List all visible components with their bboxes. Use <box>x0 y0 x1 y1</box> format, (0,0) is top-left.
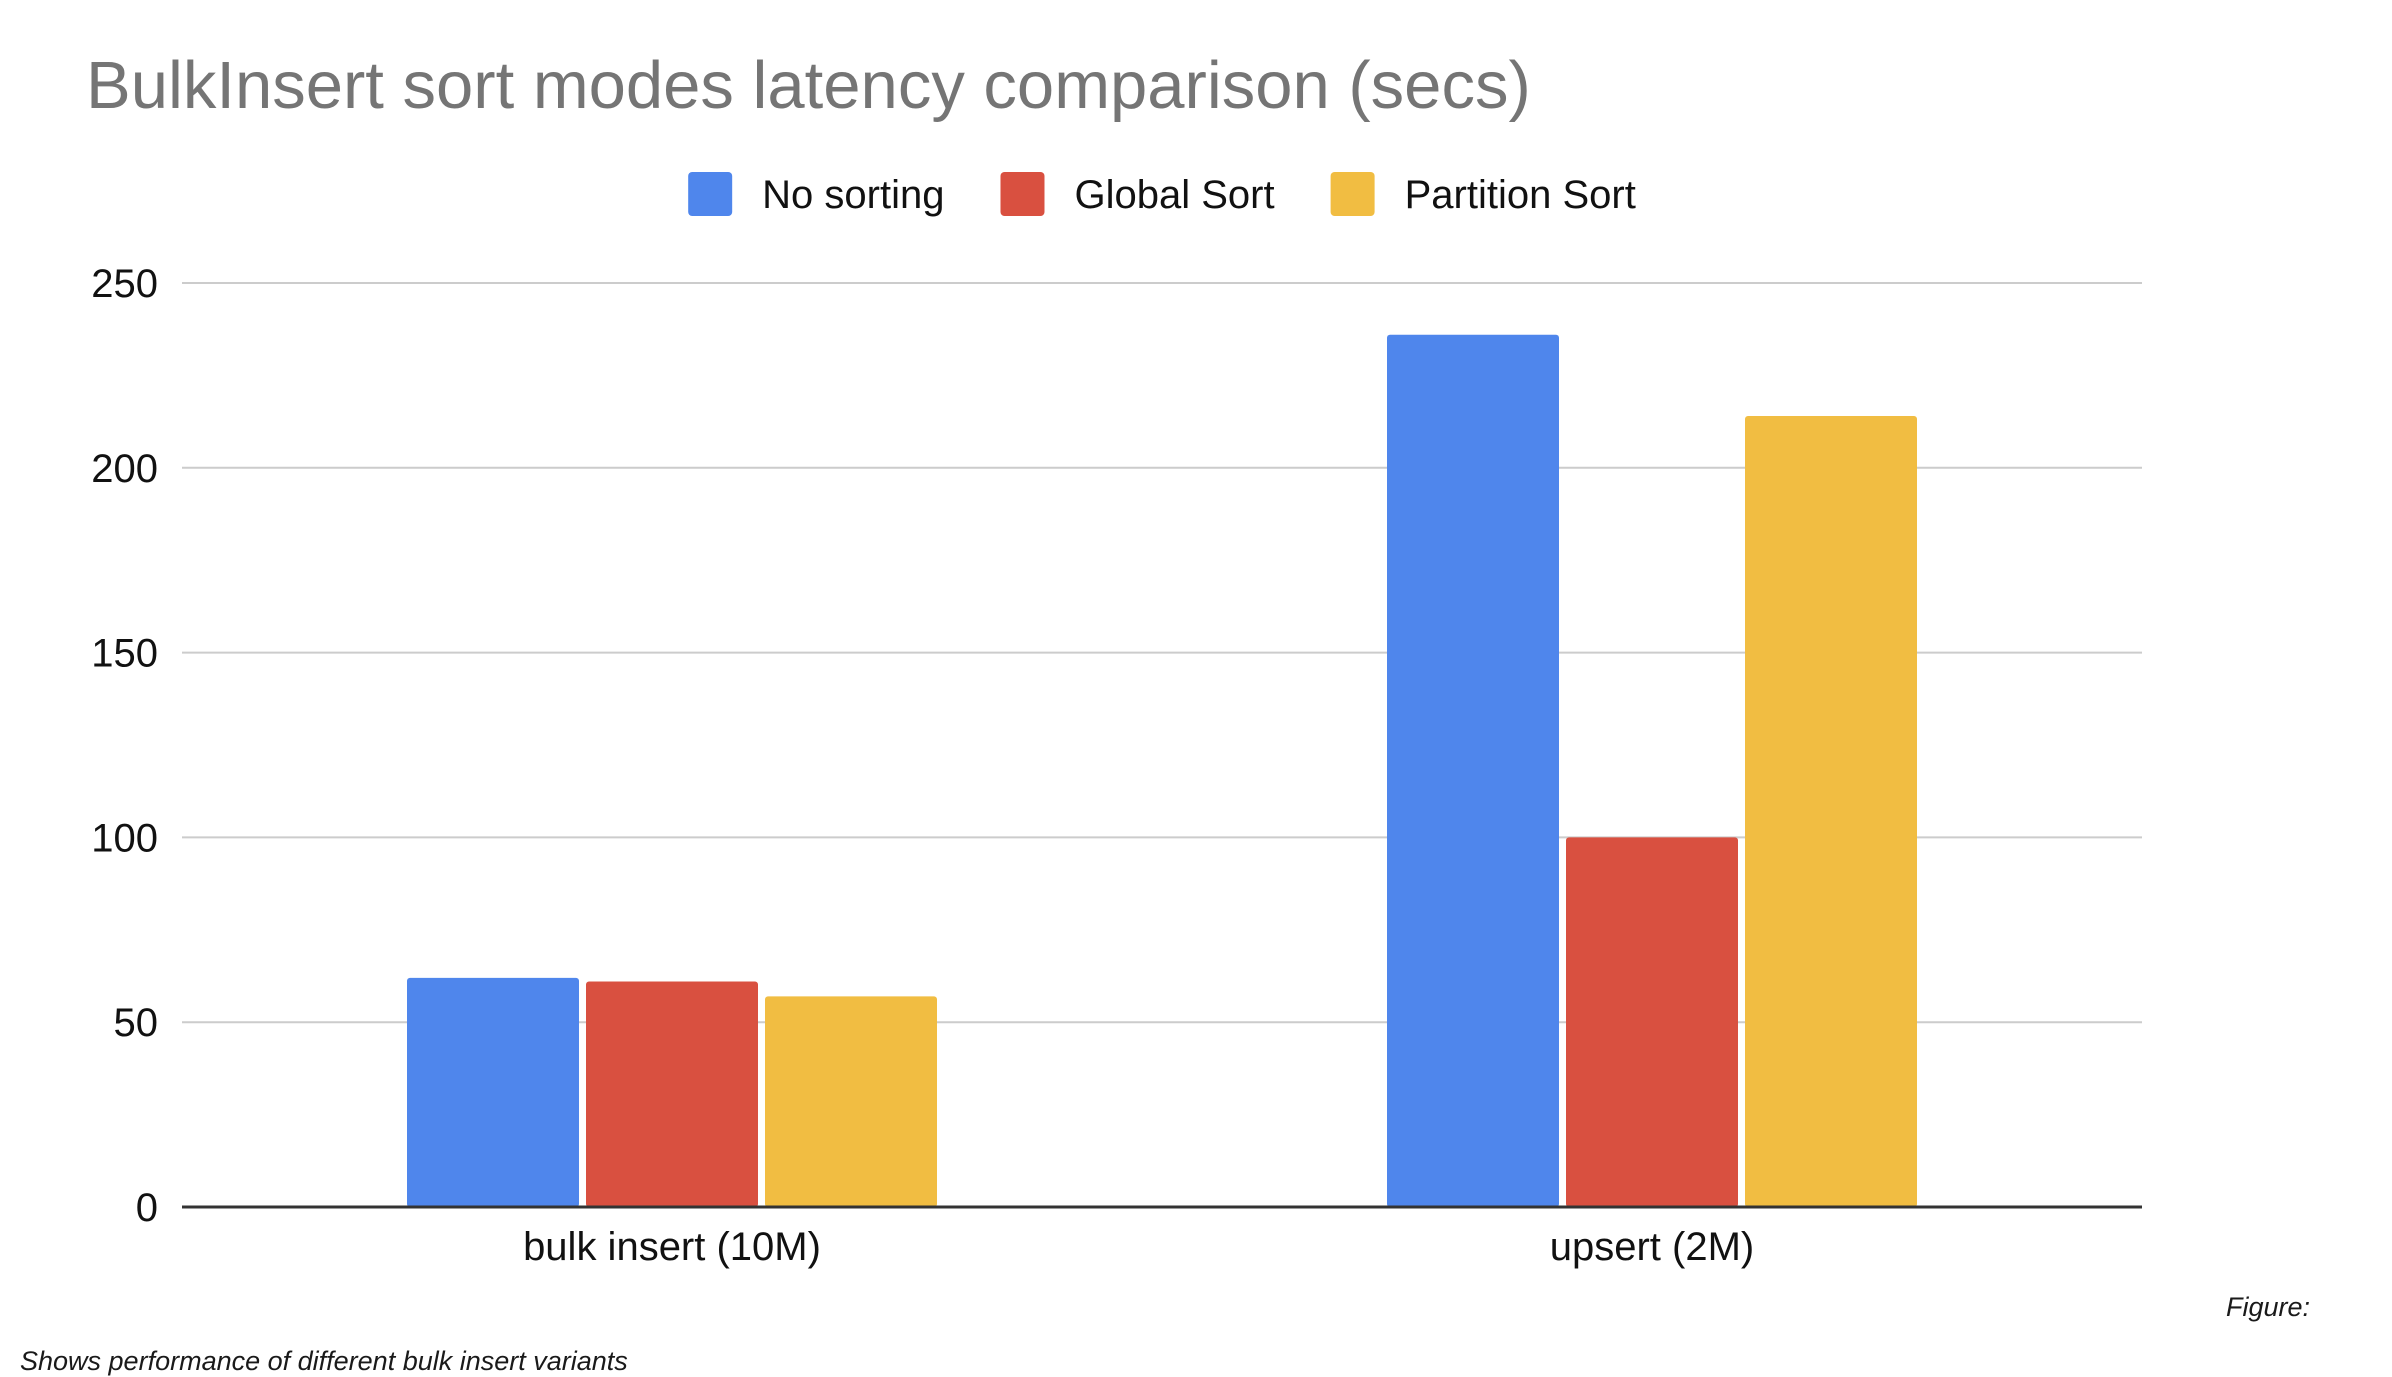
figure-label: Figure: <box>2225 1292 2310 1322</box>
bar-global-sort-upsert-2m <box>1566 837 1738 1207</box>
legend-item-no-sorting: No sorting <box>688 172 944 217</box>
legend-item-global-sort: Global Sort <box>1000 172 1275 217</box>
bar-partition-sort-upsert-2m <box>1745 416 1917 1207</box>
chart-bars <box>407 334 1917 1207</box>
chart-title: BulkInsert sort modes latency comparison… <box>86 48 1531 123</box>
legend-swatch <box>688 172 733 216</box>
legend-item-partition-sort: Partition Sort <box>1330 172 1636 217</box>
y-tick-label: 100 <box>91 816 158 860</box>
legend-swatch <box>1000 172 1045 216</box>
y-tick-label: 150 <box>91 632 158 676</box>
legend-label: No sorting <box>762 173 944 217</box>
x-category-label: upsert (2M) <box>1550 1225 1755 1269</box>
y-tick-label: 250 <box>91 262 158 306</box>
y-axis: 0 50 100 150 200 250 <box>91 262 158 1230</box>
x-category-label: bulk insert (10M) <box>523 1225 821 1269</box>
bar-global-sort-bulk-insert-10m <box>586 981 758 1207</box>
y-tick-label: 200 <box>91 447 158 491</box>
legend-label: Global Sort <box>1074 173 1274 217</box>
bar-no-sorting-bulk-insert-10m <box>407 977 579 1207</box>
legend-swatch <box>1330 172 1375 216</box>
y-tick-label: 50 <box>114 1001 159 1045</box>
y-tick-label: 0 <box>136 1186 158 1230</box>
chart-legend: No sorting Global Sort Partition Sort <box>688 172 1636 217</box>
bar-no-sorting-upsert-2m <box>1387 334 1559 1207</box>
figure-caption: Shows performance of different bulk inse… <box>20 1346 628 1376</box>
legend-label: Partition Sort <box>1405 173 1636 217</box>
bar-partition-sort-bulk-insert-10m <box>765 996 937 1207</box>
x-axis: bulk insert (10M) upsert (2M) <box>182 1205 2142 1269</box>
